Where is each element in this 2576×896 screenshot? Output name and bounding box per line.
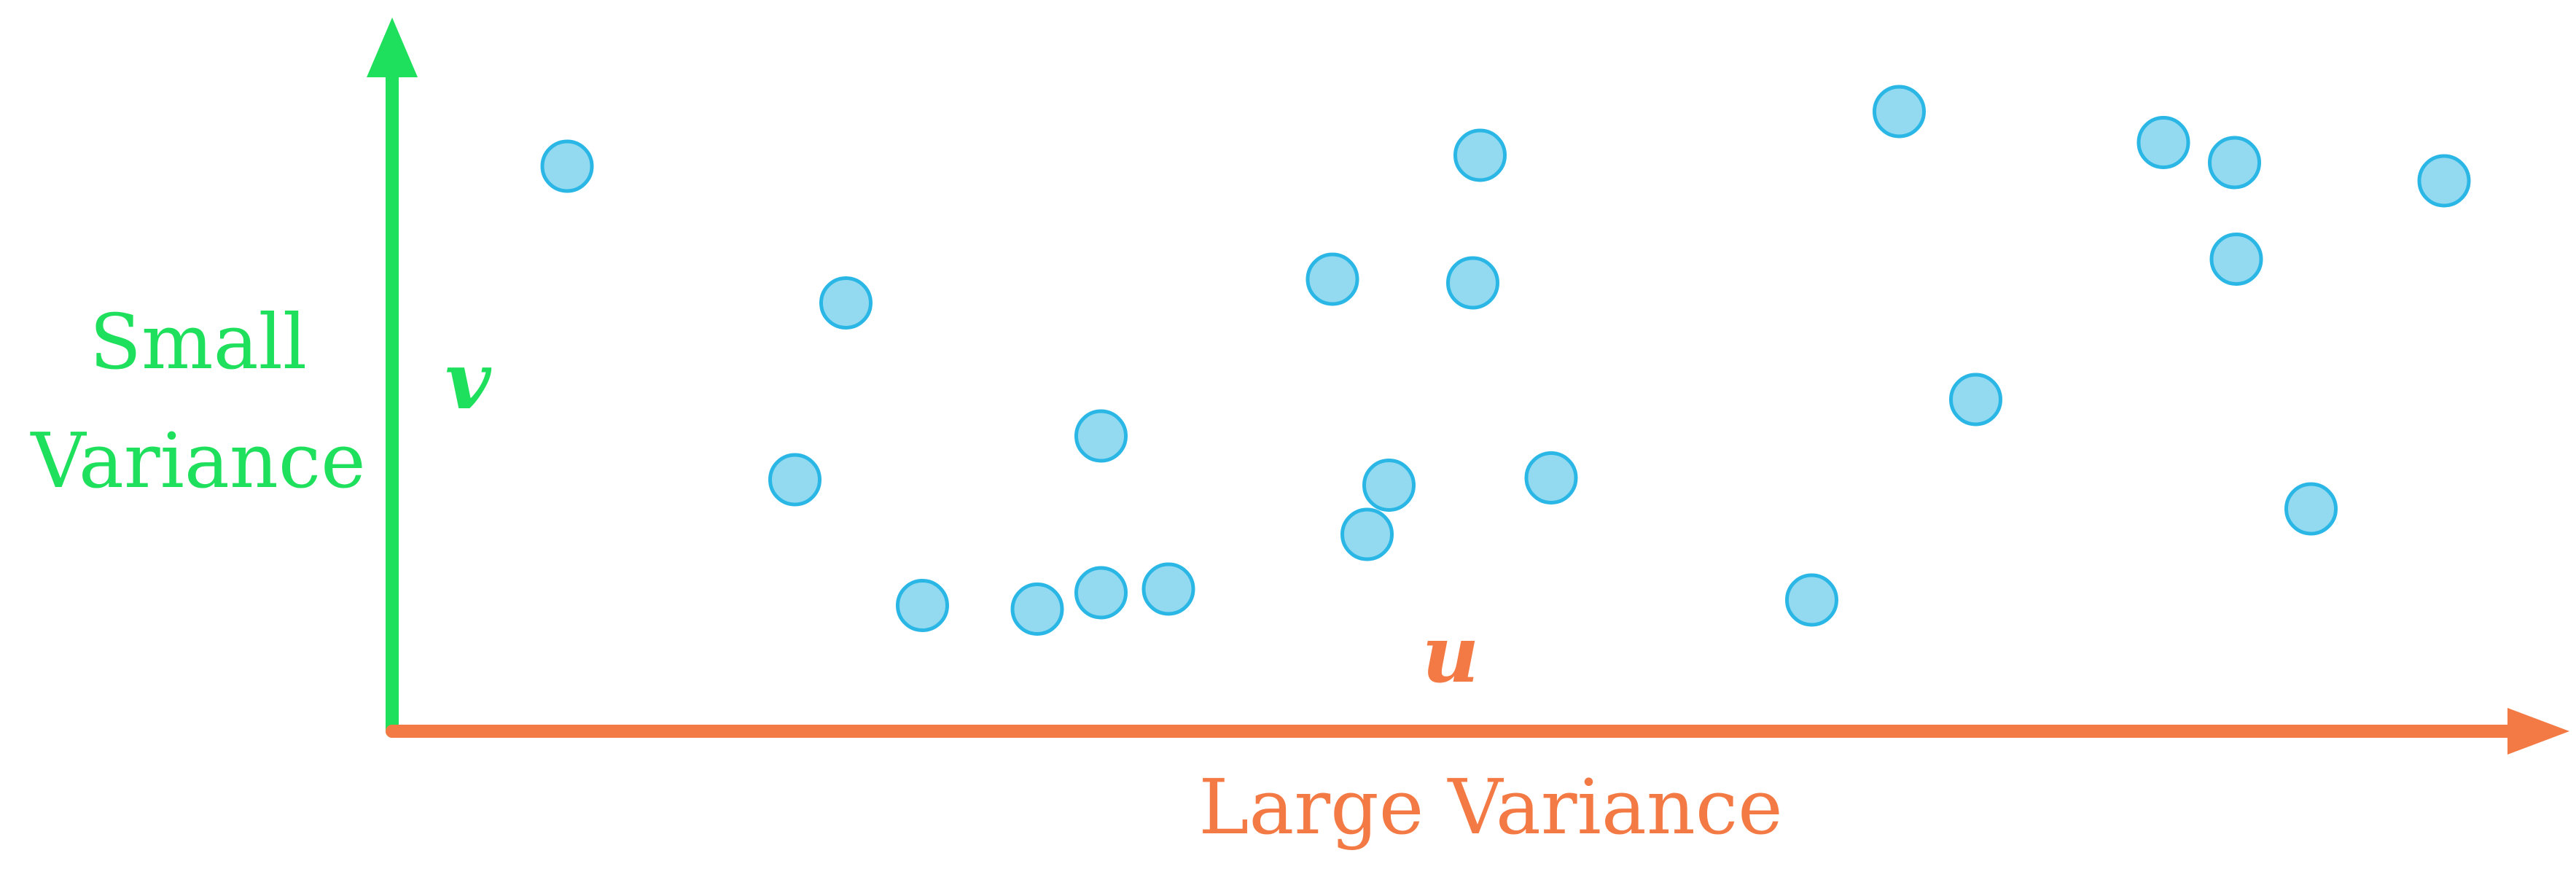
vertical-axis-arrowhead (367, 17, 418, 77)
data-point (1873, 85, 1926, 139)
vertical-axis-label-line2: Variance (29, 416, 365, 505)
data-point (896, 579, 949, 632)
data-point (1305, 252, 1359, 306)
data-point (2208, 136, 2261, 190)
data-point (1074, 409, 1128, 463)
data-point (1949, 373, 2002, 426)
data-point (1453, 128, 1507, 182)
data-point (1524, 451, 1578, 505)
horizontal-axis-label: Large Variance (1198, 763, 1782, 852)
data-point (768, 453, 821, 507)
data-point (1141, 562, 1195, 616)
data-point (819, 276, 873, 330)
horizontal-axis-symbol: u (1422, 609, 1480, 701)
data-point (2417, 154, 2471, 208)
vertical-axis-label-line1: Small (90, 297, 307, 386)
data-point (1074, 566, 1128, 620)
data-point (1362, 459, 1416, 512)
data-point (1010, 583, 1064, 636)
vertical-axis-symbol: v (445, 335, 492, 427)
data-point (1785, 573, 1838, 627)
data-point (2209, 233, 2263, 286)
horizontal-axis-arrowhead (2507, 708, 2569, 755)
data-point (1340, 507, 1394, 561)
data-point (2284, 482, 2338, 536)
data-point (540, 139, 594, 193)
data-points (540, 85, 2471, 636)
data-point (2136, 116, 2190, 169)
data-point (1446, 256, 1499, 310)
